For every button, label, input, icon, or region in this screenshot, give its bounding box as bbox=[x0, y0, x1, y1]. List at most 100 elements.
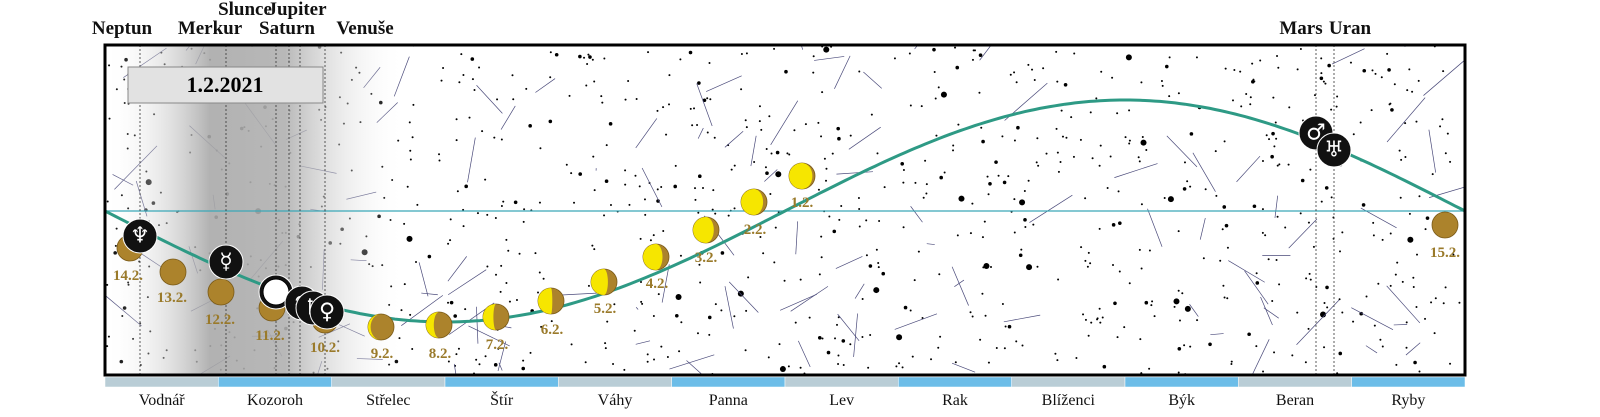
star bbox=[1278, 163, 1281, 166]
star bbox=[518, 252, 521, 255]
star bbox=[1412, 285, 1415, 288]
star bbox=[1416, 253, 1419, 256]
star bbox=[1223, 296, 1226, 299]
planet-label: Jupiter bbox=[267, 0, 327, 20]
star bbox=[1405, 321, 1408, 324]
star bbox=[1061, 135, 1064, 138]
star bbox=[662, 106, 665, 109]
star bbox=[578, 54, 582, 59]
moon-date: 9.2. bbox=[371, 346, 394, 362]
star bbox=[1111, 263, 1114, 266]
star bbox=[486, 265, 489, 268]
star bbox=[981, 236, 984, 239]
star bbox=[587, 284, 590, 287]
constellation-label: Kozoroh bbox=[247, 392, 303, 409]
star bbox=[471, 78, 474, 81]
star bbox=[679, 58, 682, 61]
star bbox=[1444, 286, 1447, 289]
planet-disc bbox=[309, 294, 345, 330]
star bbox=[1164, 64, 1169, 69]
star bbox=[1031, 68, 1034, 71]
star bbox=[1390, 108, 1394, 112]
constellation-label: Blíženci bbox=[1042, 392, 1096, 409]
constellation-line bbox=[764, 169, 778, 182]
star bbox=[1060, 109, 1063, 112]
star bbox=[1020, 248, 1023, 251]
star bbox=[914, 181, 917, 184]
constellation-line bbox=[686, 360, 704, 375]
star bbox=[1204, 188, 1207, 191]
constellation-line bbox=[814, 56, 845, 61]
star bbox=[1425, 216, 1430, 220]
star bbox=[779, 366, 786, 373]
constellation-line bbox=[1288, 218, 1318, 249]
star bbox=[1161, 84, 1164, 87]
star bbox=[600, 95, 603, 98]
star bbox=[689, 107, 692, 110]
star bbox=[733, 164, 736, 167]
star bbox=[1084, 318, 1087, 321]
star bbox=[770, 152, 773, 155]
constellation-line bbox=[834, 55, 851, 89]
star bbox=[1389, 284, 1392, 287]
star bbox=[1140, 139, 1147, 146]
star bbox=[745, 309, 748, 312]
star bbox=[1057, 170, 1060, 173]
star bbox=[1063, 83, 1068, 87]
star bbox=[643, 198, 646, 201]
star bbox=[812, 55, 815, 58]
star bbox=[958, 195, 965, 202]
star bbox=[1055, 127, 1058, 130]
star bbox=[1181, 292, 1184, 295]
star bbox=[1296, 311, 1299, 314]
star bbox=[900, 162, 905, 166]
star bbox=[784, 69, 788, 74]
star bbox=[876, 152, 879, 155]
star bbox=[412, 103, 415, 106]
star bbox=[1080, 246, 1083, 249]
moon bbox=[1431, 211, 1459, 239]
star bbox=[484, 178, 487, 181]
star bbox=[1116, 112, 1119, 115]
moon-date: 6.2. bbox=[541, 322, 564, 338]
star bbox=[1393, 83, 1396, 86]
star bbox=[1224, 67, 1227, 70]
star bbox=[1224, 223, 1229, 228]
star bbox=[1374, 72, 1377, 75]
constellation-label: Beran bbox=[1276, 392, 1314, 409]
star bbox=[641, 302, 644, 305]
star bbox=[925, 183, 928, 186]
constellation-line bbox=[447, 256, 467, 282]
moon-date: 12.2. bbox=[205, 312, 235, 328]
star bbox=[1322, 80, 1325, 83]
star bbox=[934, 97, 937, 100]
constellation-line bbox=[954, 279, 965, 287]
star bbox=[937, 86, 940, 89]
star bbox=[449, 218, 452, 221]
star bbox=[606, 320, 609, 323]
star bbox=[570, 343, 573, 346]
constellation-line bbox=[1386, 97, 1426, 143]
star bbox=[778, 343, 781, 346]
star bbox=[1016, 125, 1020, 130]
star bbox=[660, 185, 663, 188]
planet-label: Mars bbox=[1279, 18, 1322, 39]
star bbox=[591, 244, 594, 247]
star bbox=[707, 315, 712, 320]
star bbox=[762, 252, 765, 255]
star bbox=[679, 254, 682, 257]
star bbox=[1057, 278, 1060, 281]
moon-date: 15.2. bbox=[1430, 245, 1460, 261]
star bbox=[1245, 92, 1248, 95]
star bbox=[478, 363, 481, 366]
star bbox=[1065, 136, 1068, 139]
star bbox=[1070, 116, 1073, 119]
star bbox=[1330, 108, 1333, 111]
star bbox=[714, 212, 717, 215]
star bbox=[639, 237, 642, 240]
star bbox=[550, 320, 553, 323]
constellation-line bbox=[1386, 285, 1421, 324]
star bbox=[1124, 136, 1127, 139]
star bbox=[1270, 154, 1274, 159]
star bbox=[1128, 142, 1131, 145]
